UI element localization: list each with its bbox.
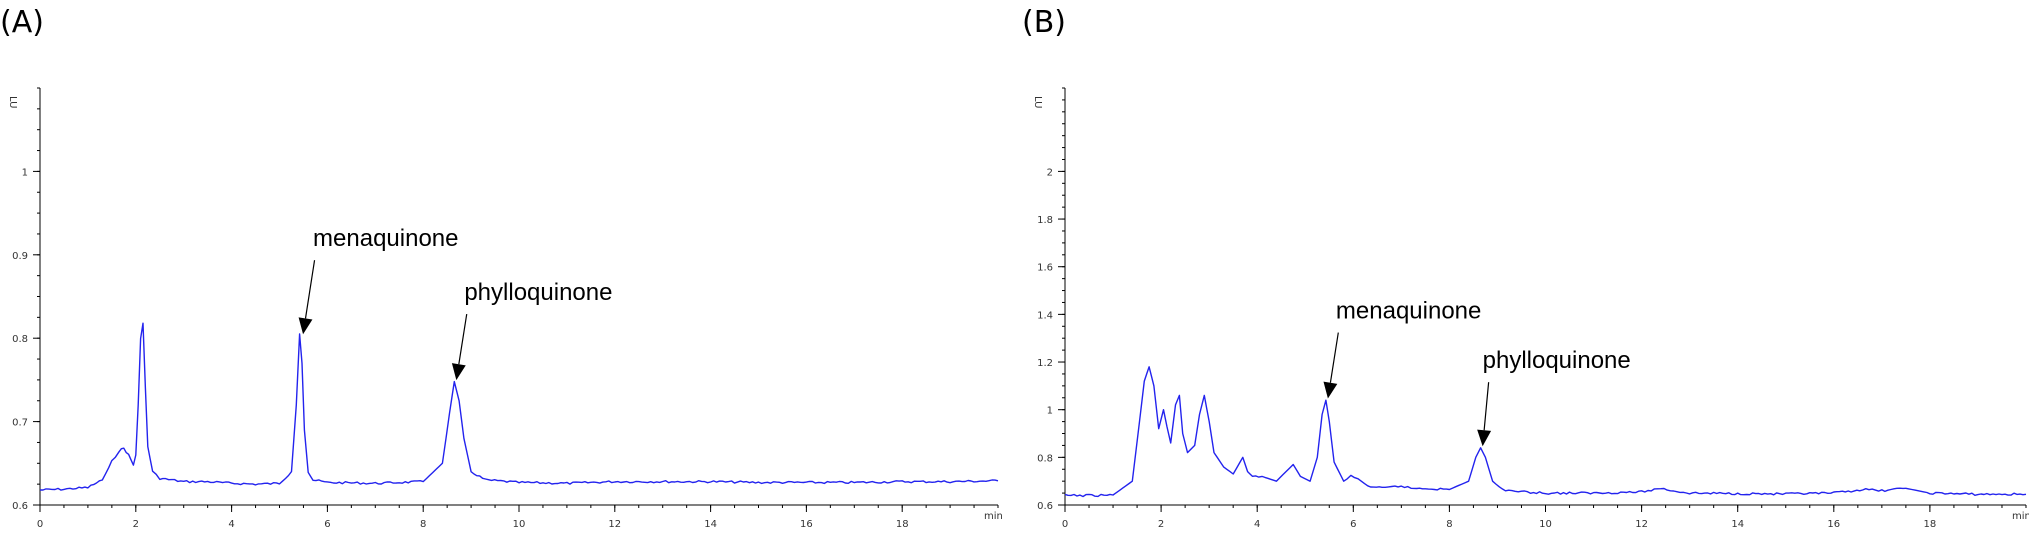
y-unit-label: LU xyxy=(1032,96,1043,108)
x-tick-label: 14 xyxy=(1731,519,1744,530)
annotation-arrow-line xyxy=(458,313,468,365)
y-tick-label: 0.8 xyxy=(1037,453,1053,464)
x-tick-label: 8 xyxy=(1446,519,1452,530)
x-tick-label: 4 xyxy=(228,519,234,530)
annotation-arrowhead xyxy=(298,317,313,335)
y-tick-label: 0.9 xyxy=(12,251,28,262)
y-unit-label: LU xyxy=(7,96,18,108)
annotation-label: phylloquinone xyxy=(1483,347,1631,374)
y-tick-label: 1 xyxy=(22,167,28,178)
y-tick-label: 0.6 xyxy=(12,501,28,512)
chromatogram-trace xyxy=(1064,366,2027,498)
annotation-label: menaquinone xyxy=(313,225,458,252)
x-tick-label: 8 xyxy=(420,519,426,530)
annotation-label: phylloquinone xyxy=(464,279,612,306)
x-tick-label: 10 xyxy=(1539,519,1552,530)
annotation-arrowhead xyxy=(1477,429,1492,447)
x-tick-label: 2 xyxy=(1158,519,1164,530)
panel-label: (A) xyxy=(0,5,44,40)
x-tick-label: 18 xyxy=(896,519,909,530)
y-tick-label: 1 xyxy=(1047,406,1053,417)
chromatogram-trace xyxy=(40,322,999,491)
chart-panel-b: (B) LU min 0.6 0.8 1 1.2 1.4 1.6 1.8 2 0 2 4 6 8 10 12 14 1… xyxy=(1022,5,2029,530)
x-tick-label: 2 xyxy=(133,519,139,530)
x-tick-label: 12 xyxy=(608,519,621,530)
y-tick-label: 0.7 xyxy=(12,418,28,429)
y-tick-label: 1.8 xyxy=(1037,215,1053,226)
x-tick-label: 0 xyxy=(37,519,43,530)
annotation-arrowhead xyxy=(1323,381,1338,399)
annotation-arrowhead xyxy=(451,363,466,381)
x-tick-label: 18 xyxy=(1924,519,1937,530)
annotation-arrow-line xyxy=(1483,382,1490,431)
x-tick-label: 6 xyxy=(1350,519,1356,530)
y-tick-label: 0.8 xyxy=(12,334,28,345)
x-unit-label: min xyxy=(984,511,1003,522)
y-tick-label: 1.4 xyxy=(1037,310,1053,321)
y-tick-label: 1.6 xyxy=(1037,263,1053,274)
annotation-label: menaquinone xyxy=(1336,298,1481,325)
y-tick-label: 2 xyxy=(1047,167,1053,178)
y-tick-label: 1.2 xyxy=(1037,358,1053,369)
x-tick-label: 0 xyxy=(1062,519,1068,530)
x-unit-label: min xyxy=(2012,511,2029,522)
x-tick-label: 6 xyxy=(324,519,330,530)
x-tick-label: 14 xyxy=(704,519,717,530)
x-tick-label: 4 xyxy=(1254,519,1260,530)
annotation-arrow-line xyxy=(304,260,316,319)
annotation-arrow-line xyxy=(1329,332,1339,383)
x-tick-label: 16 xyxy=(1827,519,1840,530)
panel-label: (B) xyxy=(1022,5,1066,40)
x-tick-label: 16 xyxy=(800,519,813,530)
x-tick-label: 10 xyxy=(513,519,526,530)
x-tick-label: 12 xyxy=(1635,519,1648,530)
y-tick-label: 0.6 xyxy=(1037,501,1053,512)
